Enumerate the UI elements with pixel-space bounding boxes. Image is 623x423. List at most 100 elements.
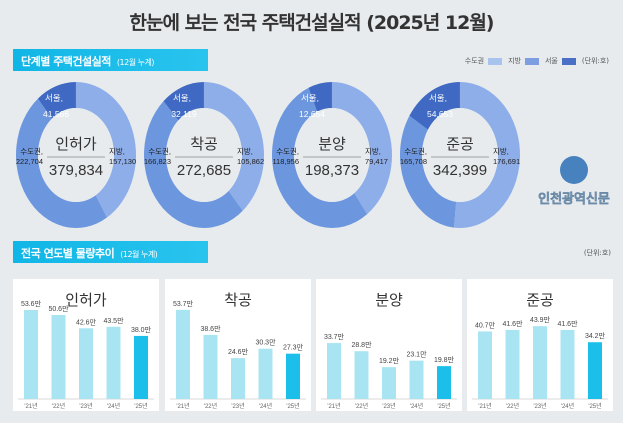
donut-slice-sudo (144, 101, 243, 228)
donut-slice-jibang (76, 82, 137, 218)
section-header-stage: 단계별 주택건설실적 (12월 누계) (13, 49, 208, 71)
bar (258, 348, 273, 399)
x-tick-label: '23년 (231, 402, 244, 410)
bar (354, 351, 369, 399)
value-jibang: 157,130 (109, 157, 136, 166)
donut-total: 379,834 (49, 162, 103, 179)
donut-total: 198,373 (305, 162, 359, 179)
donut-total: 342,399 (433, 162, 487, 179)
bar-value-label: 43.9만 (530, 315, 551, 324)
x-tick-label: '22년 (52, 402, 65, 410)
bar (203, 334, 218, 399)
x-tick-label: '25년 (437, 402, 450, 410)
donut-slice-seoul (409, 82, 460, 130)
bar-value-label: 30.3만 (255, 338, 276, 347)
x-tick-label: '21년 (24, 402, 37, 410)
donut-slice-sudo (400, 115, 457, 228)
bar-value-label: 42.6만 (76, 317, 97, 326)
donut-slice-jibang (453, 82, 521, 229)
legend-swatch (524, 57, 539, 65)
value-jibang: 105,862 (237, 157, 264, 166)
label-jibang: 지방, (365, 146, 381, 156)
bar-value-label: 53.6만 (21, 299, 42, 308)
value-seoul: 54,653 (427, 109, 453, 119)
legend-label: 지방 (508, 57, 521, 65)
label-sudo: 수도권, (404, 147, 427, 156)
bar (560, 329, 575, 399)
bar (327, 343, 341, 399)
bar (176, 309, 190, 399)
x-tick-label: '24년 (410, 402, 423, 410)
bar-value-label: 40.7만 (475, 320, 496, 329)
bar-value-label: 24.6만 (228, 347, 249, 356)
unit-label: (단위:호) (581, 57, 609, 65)
x-tick-label: '24년 (107, 402, 120, 410)
legend-swatch (561, 57, 576, 65)
value-jibang: 176,691 (493, 157, 520, 166)
donut-slice-jibang (204, 82, 264, 211)
section-note: (12월 누계) (120, 250, 158, 259)
bar-value-label: 53.7만 (173, 299, 194, 308)
donut-title: 분양 (318, 136, 346, 153)
unit-label: (단위:호) (583, 249, 611, 257)
label-sudo: 수도권, (276, 147, 299, 156)
bar (478, 331, 492, 399)
donut-hole (422, 108, 498, 202)
x-tick-label: '21년 (478, 402, 491, 410)
label-sudo: 수도권, (20, 147, 43, 156)
donut-slice-seoul (37, 82, 76, 119)
bar-value-label: 19.8만 (434, 355, 455, 364)
section-label: 단계별 주택건설실적 (21, 55, 111, 68)
bar (24, 310, 38, 399)
donut-slice-sudo (15, 98, 107, 229)
x-tick-label: '25년 (588, 402, 601, 410)
x-tick-label: '21년 (176, 402, 189, 410)
bar-value-label: 23.1만 (406, 350, 427, 359)
bar-value-label: 38.6만 (200, 324, 221, 333)
bar (134, 335, 148, 399)
x-tick-label: '22년 (355, 402, 368, 410)
page-title: 한눈에 보는 전국 주택건설실적 (2025년 12월) (129, 12, 495, 34)
bar (437, 366, 451, 399)
donut-hole (38, 108, 114, 202)
x-tick-label: '23년 (79, 402, 92, 410)
x-tick-label: '21년 (327, 402, 340, 410)
x-tick-label: '22년 (204, 402, 217, 410)
value-sudo: 166,823 (144, 157, 171, 166)
bar-value-label: 33.7만 (324, 332, 345, 341)
donut-hole (294, 108, 370, 202)
watermark-logo-icon (560, 156, 588, 184)
bar (382, 367, 396, 399)
donut-hole (166, 108, 242, 202)
legend: 수도권 지방 서울 (단위:호) (465, 56, 609, 66)
section-header-trend: 전국 연도별 물량추이 (12월 누계) (13, 241, 208, 263)
label-seoul: 서울, (429, 93, 447, 103)
value-jibang: 79,417 (365, 157, 388, 166)
bar-chart-title: 분양 (375, 292, 403, 309)
section-note: (12월 누계) (116, 58, 155, 67)
donut-slice-seoul (163, 82, 204, 121)
label-sudo: 수도권, (148, 147, 171, 156)
label-jibang: 지방, (493, 146, 509, 156)
donut-title: 착공 (190, 136, 218, 153)
label-seoul: 서울, (301, 93, 319, 103)
bar (106, 326, 121, 399)
legend-label: 수도권 (464, 57, 485, 65)
donut-total: 272,685 (177, 162, 231, 179)
watermark-text: 인천광역신문 (538, 191, 610, 206)
legend-swatch (488, 57, 503, 65)
bar-value-label: 28.8만 (351, 340, 372, 349)
bar-value-label: 38.0만 (131, 325, 152, 334)
donut-slice-seoul (308, 82, 332, 112)
label-seoul: 서울, (45, 93, 63, 103)
bar (79, 328, 93, 399)
bar (505, 329, 520, 399)
bar-value-label: 19.2만 (379, 356, 400, 365)
bar-chart-title: 준공 (526, 292, 554, 309)
value-seoul: 12,654 (299, 109, 325, 119)
x-tick-label: '25년 (286, 402, 299, 410)
x-tick-label: '24년 (259, 402, 272, 410)
bar (231, 358, 245, 399)
legend-item-seoul: 서울 (545, 56, 576, 66)
